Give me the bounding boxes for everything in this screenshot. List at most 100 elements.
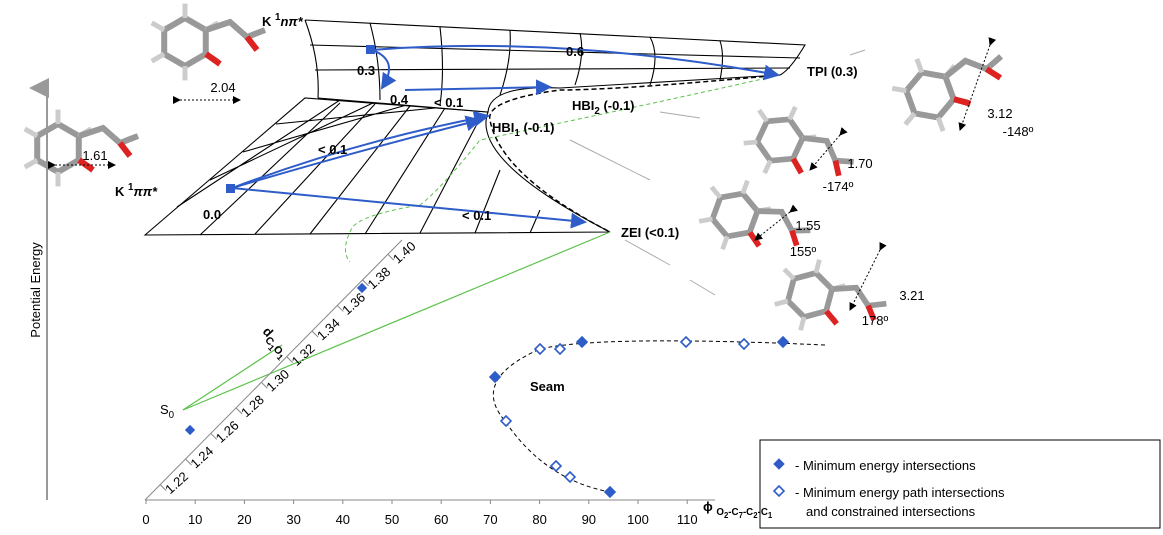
text-part: ϕ xyxy=(703,499,716,514)
x-tick-label: 30 xyxy=(286,512,300,527)
bond xyxy=(709,187,722,197)
angle-label: 155º xyxy=(790,244,817,259)
d-tick-label: 1.30 xyxy=(263,366,292,394)
transition-value: < 0.1 xyxy=(318,142,347,157)
text-part: K xyxy=(262,14,275,29)
angle-label: 178º xyxy=(862,313,889,328)
axis-label: dC1O1 xyxy=(255,324,293,363)
d-tick-label: 1.22 xyxy=(162,469,191,497)
distance-label: 1.70 xyxy=(847,156,872,171)
start-point xyxy=(226,184,235,193)
d-axis xyxy=(145,240,402,500)
point-label: HBI2 (-0.1) xyxy=(572,98,635,117)
bond xyxy=(789,159,805,173)
x-tick-label: 110 xyxy=(677,512,698,527)
text-part: -C xyxy=(728,507,738,518)
text-part: S xyxy=(160,402,169,417)
point-label: HBI1 (-0.1) xyxy=(492,120,555,139)
transition-value: 0.6 xyxy=(566,44,584,59)
angle-label: -174º xyxy=(823,179,854,194)
text-part: 0 xyxy=(169,410,175,421)
bond xyxy=(801,317,805,330)
text-part: nπ* xyxy=(280,14,303,29)
bond xyxy=(723,236,728,249)
bond xyxy=(903,113,917,124)
surface xyxy=(145,20,805,235)
d-tick-label: 1.26 xyxy=(213,418,242,446)
bond xyxy=(756,110,770,121)
bond xyxy=(25,160,37,167)
molecule xyxy=(770,252,893,350)
x-tick-label: 0 xyxy=(142,512,149,527)
x-tick-label: 90 xyxy=(582,512,596,527)
molecule xyxy=(886,32,1019,143)
bond xyxy=(743,181,748,194)
transition-value: 0.3 xyxy=(357,63,375,78)
molecule xyxy=(152,4,265,81)
s0-label: S0 xyxy=(160,402,175,421)
bond xyxy=(765,161,771,173)
x-tick-label: 60 xyxy=(434,512,448,527)
d-tick-label: 1.36 xyxy=(339,290,368,318)
surface-label: K 1ππ* xyxy=(115,182,158,199)
point-label: TPI (0.3) xyxy=(807,64,858,79)
legend-text: and constrained intersections xyxy=(806,504,976,519)
d-tick-label: 1.34 xyxy=(314,315,343,343)
text-part: -C xyxy=(758,507,768,518)
bond xyxy=(206,54,220,64)
x-tick-label: 100 xyxy=(627,512,649,527)
transition-value: < 0.1 xyxy=(434,95,463,110)
bond xyxy=(824,311,839,324)
bond xyxy=(987,66,1001,82)
x-tick-label: 10 xyxy=(188,512,202,527)
bond xyxy=(747,233,763,246)
text-part: (-0.1) xyxy=(600,98,635,113)
text-part: HBI xyxy=(572,98,594,113)
transition-value: < 0.1 xyxy=(462,208,491,223)
bond xyxy=(782,269,795,279)
distance-label: 3.21 xyxy=(899,288,924,303)
bond xyxy=(917,59,922,73)
distance-label: 3.12 xyxy=(987,106,1012,121)
text-part: HBI xyxy=(492,120,514,135)
start-point xyxy=(366,45,375,54)
bond xyxy=(152,54,164,61)
x-tick-label: 80 xyxy=(532,512,546,527)
axis-label: Potential Energy xyxy=(28,242,43,338)
leader-lines xyxy=(570,50,865,295)
d-tick-label: 1.40 xyxy=(390,238,419,266)
bond xyxy=(790,107,796,119)
bond xyxy=(816,260,820,273)
angle-label: -148º xyxy=(1003,124,1034,139)
bond xyxy=(120,143,130,156)
point-label: ZEI (<0.1) xyxy=(621,225,679,240)
text-part: ππ* xyxy=(133,184,158,199)
bond xyxy=(152,23,164,30)
bond xyxy=(247,37,257,50)
seam-label: Seam xyxy=(530,379,565,394)
text-part: ZEI (<0.1) xyxy=(621,225,679,240)
x-tick-label: 50 xyxy=(385,512,399,527)
bond xyxy=(206,22,265,37)
legend-text: - Minimum energy intersections xyxy=(795,458,976,473)
bond xyxy=(25,129,37,136)
ring xyxy=(164,18,206,66)
text-part: -C xyxy=(743,507,753,518)
d-tick-label: 1.24 xyxy=(187,443,216,471)
surface-label: K 1nπ* xyxy=(262,12,304,29)
d-tick-label: 1.28 xyxy=(238,392,267,420)
text-part: TPI (0.3) xyxy=(807,64,858,79)
bond xyxy=(938,118,943,132)
distance-label: 2.04 xyxy=(210,80,235,95)
bond xyxy=(79,128,138,143)
ring xyxy=(752,111,807,169)
x-tick-label: 40 xyxy=(336,512,350,527)
text-part: (-0.1) xyxy=(520,120,555,135)
distance-label: 1.61 xyxy=(82,148,107,163)
figure: K 1nπ*K 1ππ*0.30.4< 0.10.6< 0.10.0< 0.1T… xyxy=(0,0,1163,535)
transition-value: 0.4 xyxy=(390,92,409,107)
bond xyxy=(744,137,758,148)
text-part: K xyxy=(115,184,128,199)
legend-text: - Minimum energy path intersections xyxy=(795,485,1005,500)
d-tick-label: 1.38 xyxy=(365,264,394,292)
